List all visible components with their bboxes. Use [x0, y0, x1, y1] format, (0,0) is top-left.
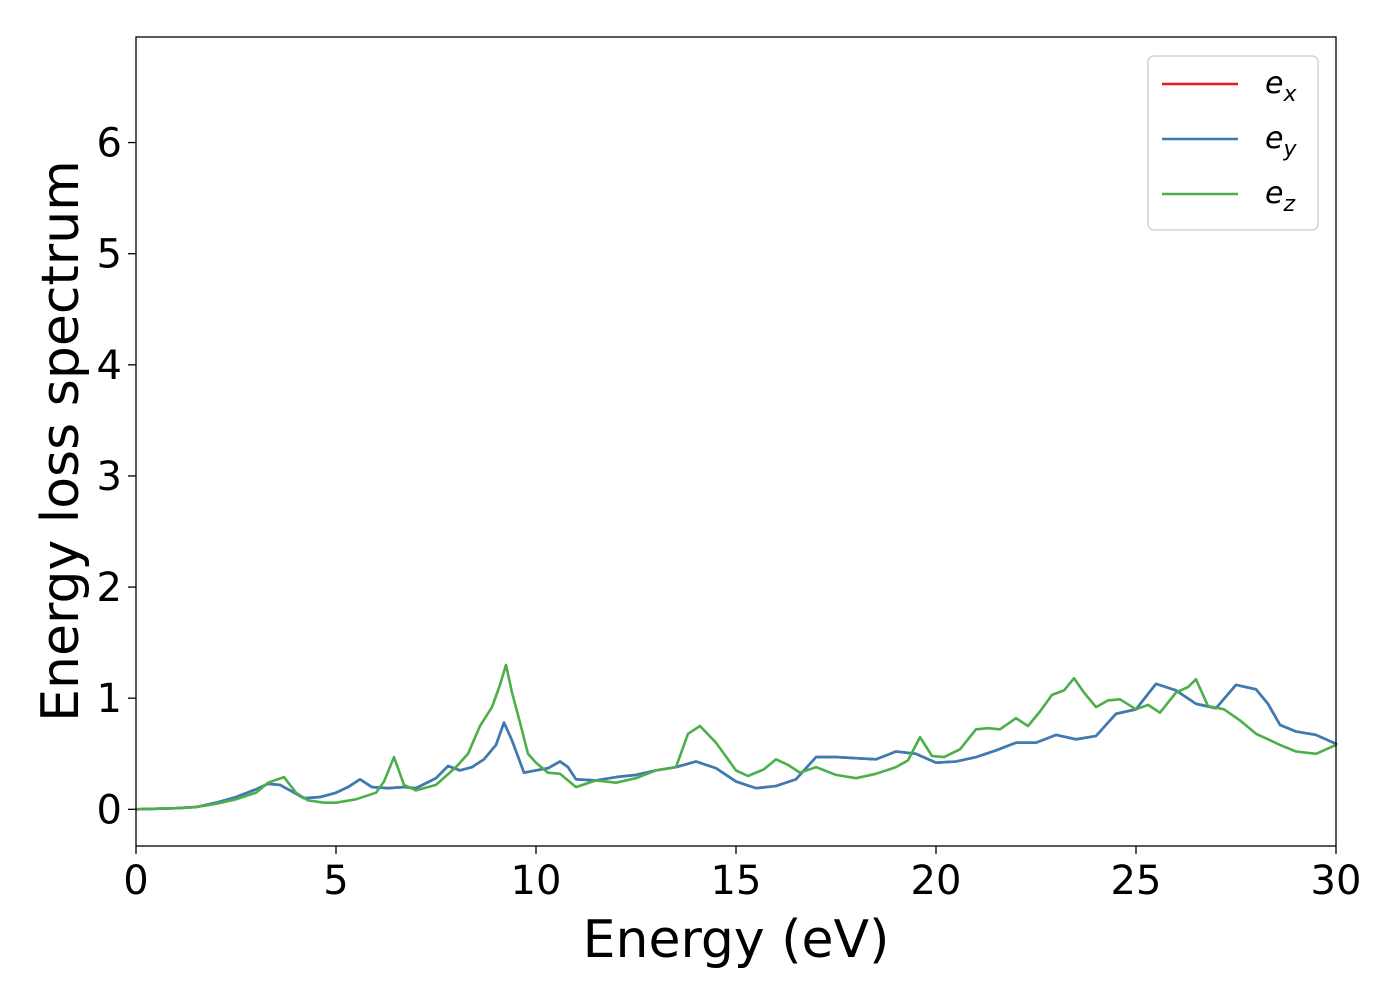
y-axis-label: Energy loss spectrum: [31, 160, 91, 722]
x-tick-label: 20: [911, 858, 962, 904]
series-line-ez: [134, 663, 1338, 811]
legend-box: [1147, 55, 1319, 231]
x-tick-label: 15: [711, 858, 762, 904]
y-ticks: 0 1 2 3 4 5 6: [97, 121, 136, 833]
legend-label-base: e: [1265, 121, 1283, 156]
legend-label-ex: ex: [1265, 66, 1297, 107]
series-line-ex: [134, 682, 1338, 811]
legend-label-subscript: z: [1282, 192, 1295, 217]
y-tick-label: 6: [97, 121, 122, 167]
legend-label-base: e: [1265, 66, 1283, 101]
y-tick-label: 2: [97, 565, 122, 611]
x-tick-label: 10: [511, 858, 562, 904]
x-axis-label: Energy (eV): [583, 910, 890, 970]
x-tick-label: 30: [1311, 858, 1362, 904]
y-tick-label: 4: [97, 343, 122, 389]
y-tick-label: 1: [97, 676, 122, 722]
legend-label-base: e: [1265, 176, 1283, 211]
x-tick-label: 25: [1111, 858, 1162, 904]
x-tick-label: 5: [323, 858, 348, 904]
x-ticks: 0 5 10 15 20 25 30: [123, 846, 1361, 904]
series-layer: [134, 663, 1338, 811]
series-line-ey: [134, 682, 1338, 811]
legend-label-ez: ez: [1265, 176, 1295, 217]
legend-label-subscript: x: [1282, 82, 1297, 107]
legend-label-ey: ey: [1265, 121, 1297, 162]
y-tick-label: 5: [97, 232, 122, 278]
x-tick-label: 0: [123, 858, 148, 904]
y-tick-label: 0: [97, 787, 122, 833]
y-tick-label: 3: [97, 454, 122, 500]
legend-label-subscript: y: [1282, 137, 1297, 162]
